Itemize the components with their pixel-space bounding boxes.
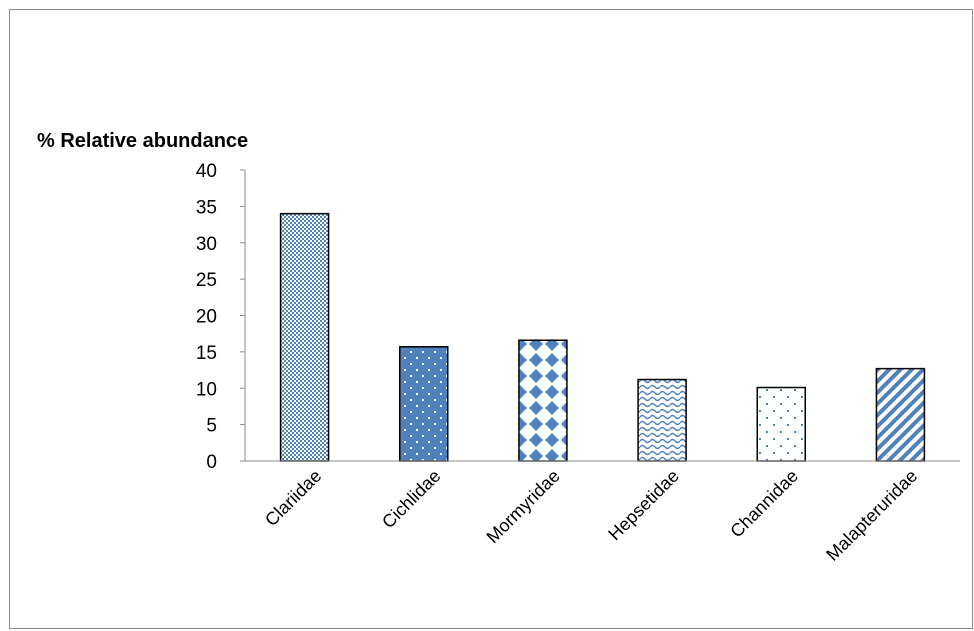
x-category-label: Clariidae bbox=[261, 466, 325, 530]
y-tick-label: 10 bbox=[196, 379, 217, 400]
x-category-label: Malapteruridae bbox=[822, 466, 921, 565]
y-tick-label: 20 bbox=[196, 307, 217, 328]
category-labels: Clariidae Cichlidae Mormyridae Hepsetidae Ch… bbox=[261, 466, 921, 565]
bar-malapteruridae bbox=[875, 367, 926, 462]
y-tick-label: 40 bbox=[196, 161, 217, 182]
bar-mormyridae bbox=[518, 339, 568, 462]
bars-group bbox=[279, 212, 926, 462]
y-tick-label: 30 bbox=[196, 234, 217, 255]
y-tick-label: 25 bbox=[196, 270, 217, 291]
y-axis-ticks: 0 5 10 15 20 25 30 35 40 bbox=[196, 161, 245, 473]
y-tick-label: 0 bbox=[206, 452, 217, 473]
y-axis-title: % Relative abundance bbox=[37, 130, 248, 152]
x-category-label: Hepsetidae bbox=[604, 466, 683, 545]
bar-channidae bbox=[756, 386, 806, 462]
y-tick-label: 5 bbox=[206, 416, 217, 437]
x-category-label: Channidae bbox=[726, 466, 802, 542]
bar-cichlidae bbox=[399, 346, 449, 462]
x-category-label: Mormyridae bbox=[482, 466, 563, 547]
y-tick-label: 35 bbox=[196, 197, 217, 218]
x-category-label: Cichlidae bbox=[378, 466, 445, 533]
chart-frame bbox=[9, 9, 973, 629]
bar-clariidae bbox=[279, 212, 330, 462]
y-tick-label: 15 bbox=[196, 343, 217, 364]
bar-hepsetidae bbox=[637, 378, 687, 462]
